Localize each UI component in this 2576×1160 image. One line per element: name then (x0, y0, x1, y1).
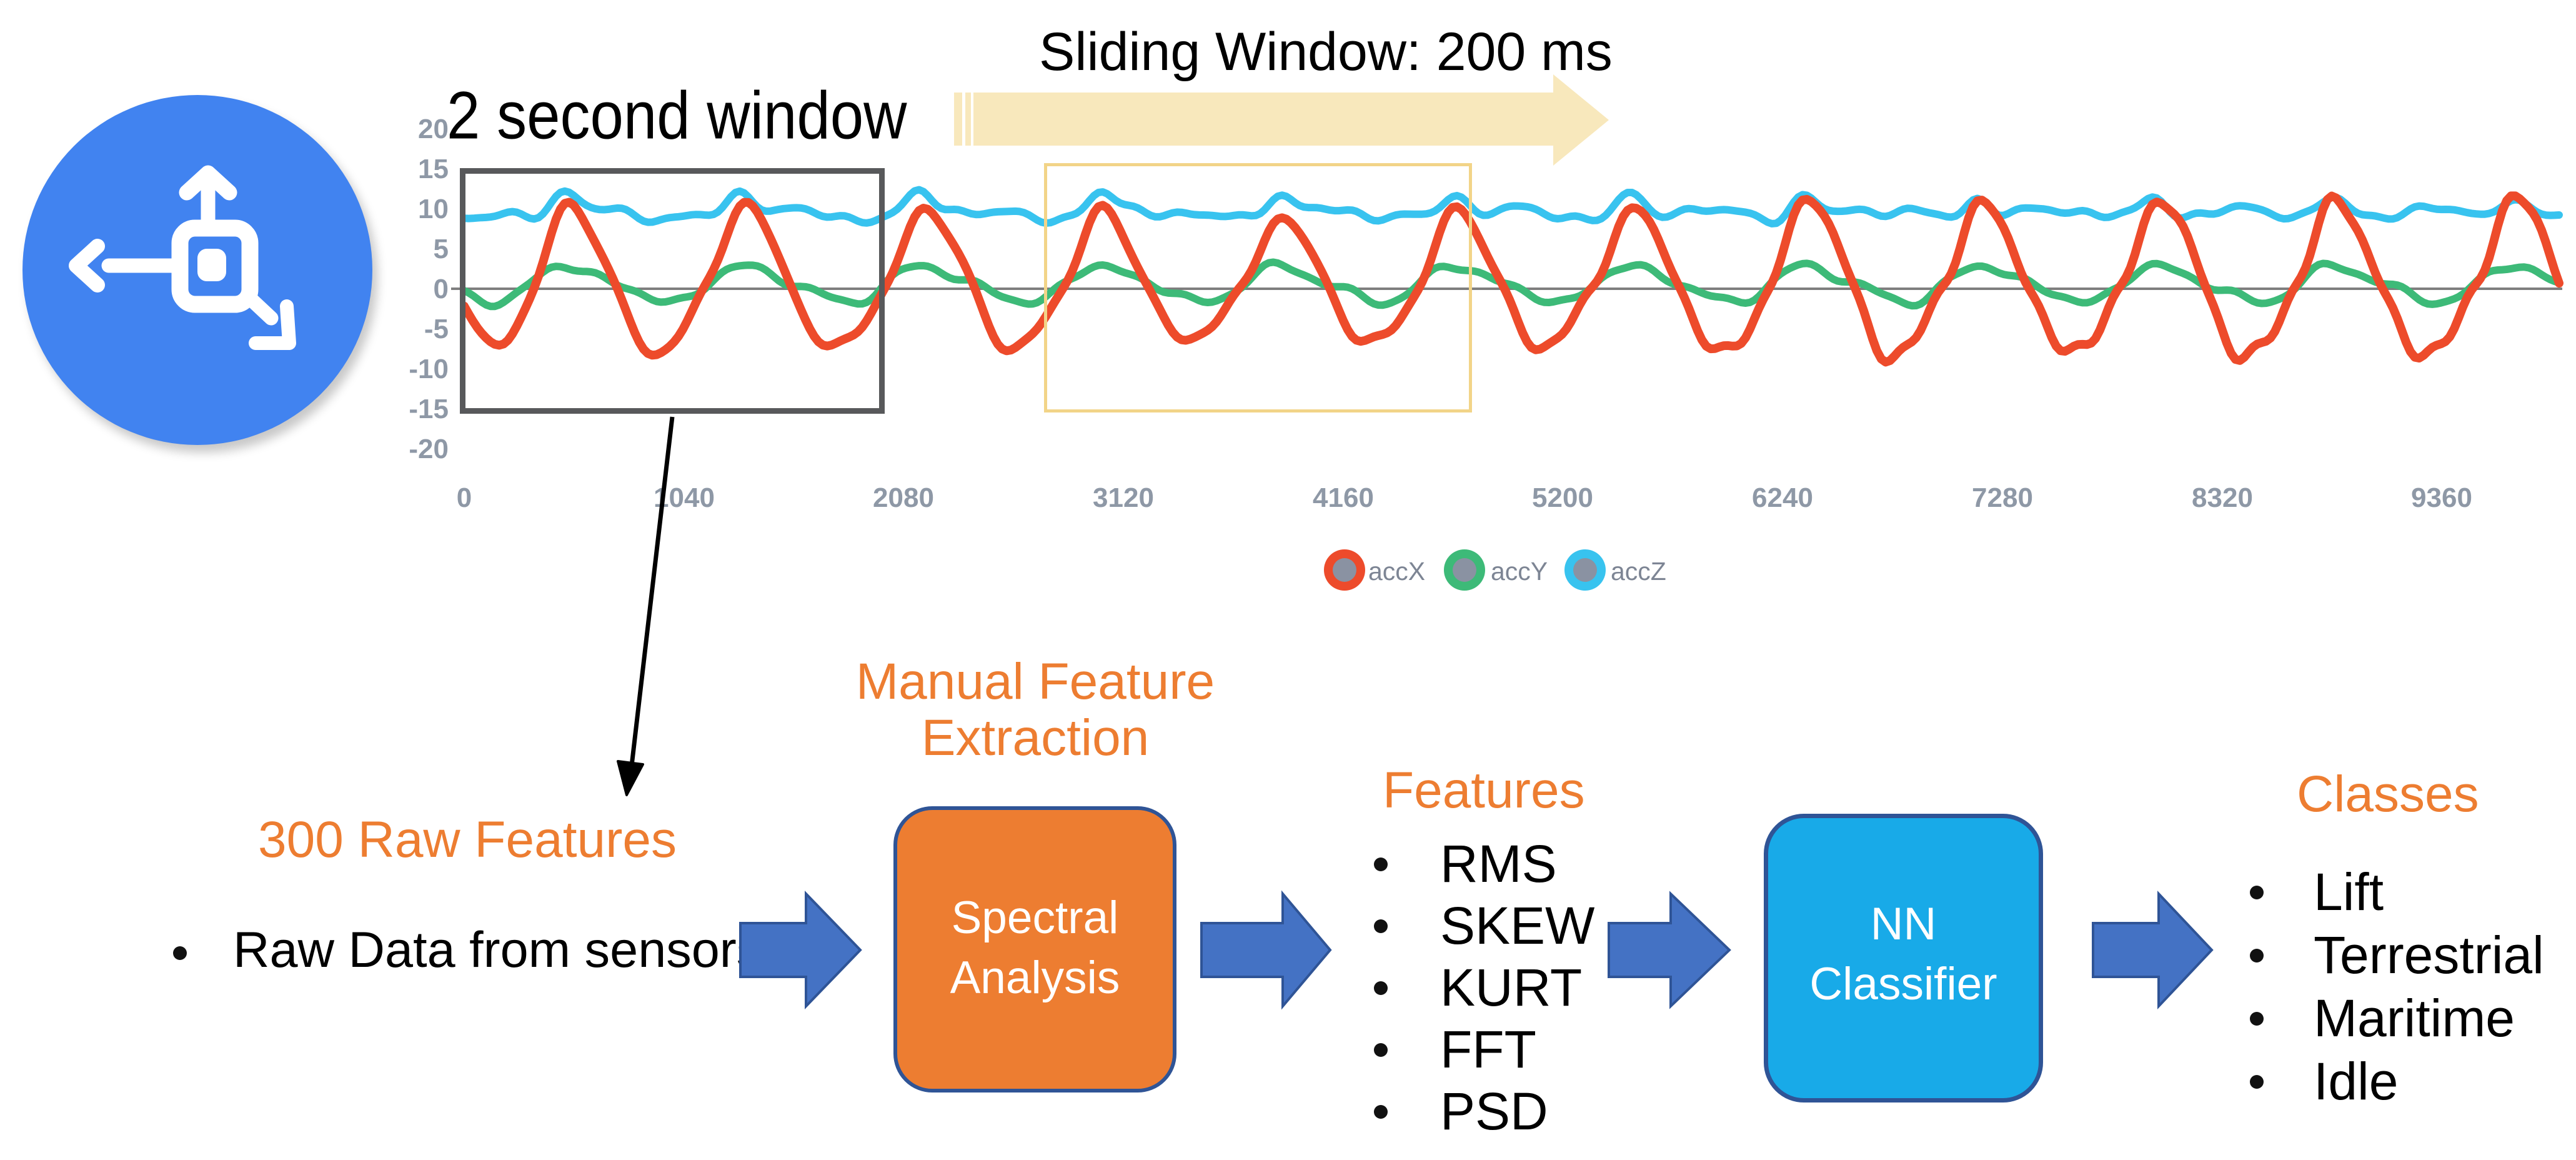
svg-text:2080: 2080 (873, 482, 934, 513)
svg-text:8320: 8320 (2192, 482, 2253, 513)
svg-text:7280: 7280 (1972, 482, 2033, 513)
svg-text:9360: 9360 (2411, 482, 2472, 513)
svg-text:10: 10 (418, 194, 449, 224)
svg-text:0: 0 (457, 482, 472, 513)
svg-text:-20: -20 (409, 434, 449, 464)
svg-text:5: 5 (434, 234, 449, 264)
svg-text:0: 0 (434, 274, 449, 304)
svg-text:6240: 6240 (1752, 482, 1813, 513)
svg-text:-5: -5 (424, 314, 449, 344)
svg-text:4160: 4160 (1313, 482, 1374, 513)
svg-text:3120: 3120 (1093, 482, 1154, 513)
svg-text:15: 15 (418, 154, 449, 184)
svg-text:20: 20 (418, 114, 449, 144)
svg-text:5200: 5200 (1532, 482, 1593, 513)
svg-text:-10: -10 (409, 354, 449, 384)
svg-text:-15: -15 (409, 394, 449, 424)
